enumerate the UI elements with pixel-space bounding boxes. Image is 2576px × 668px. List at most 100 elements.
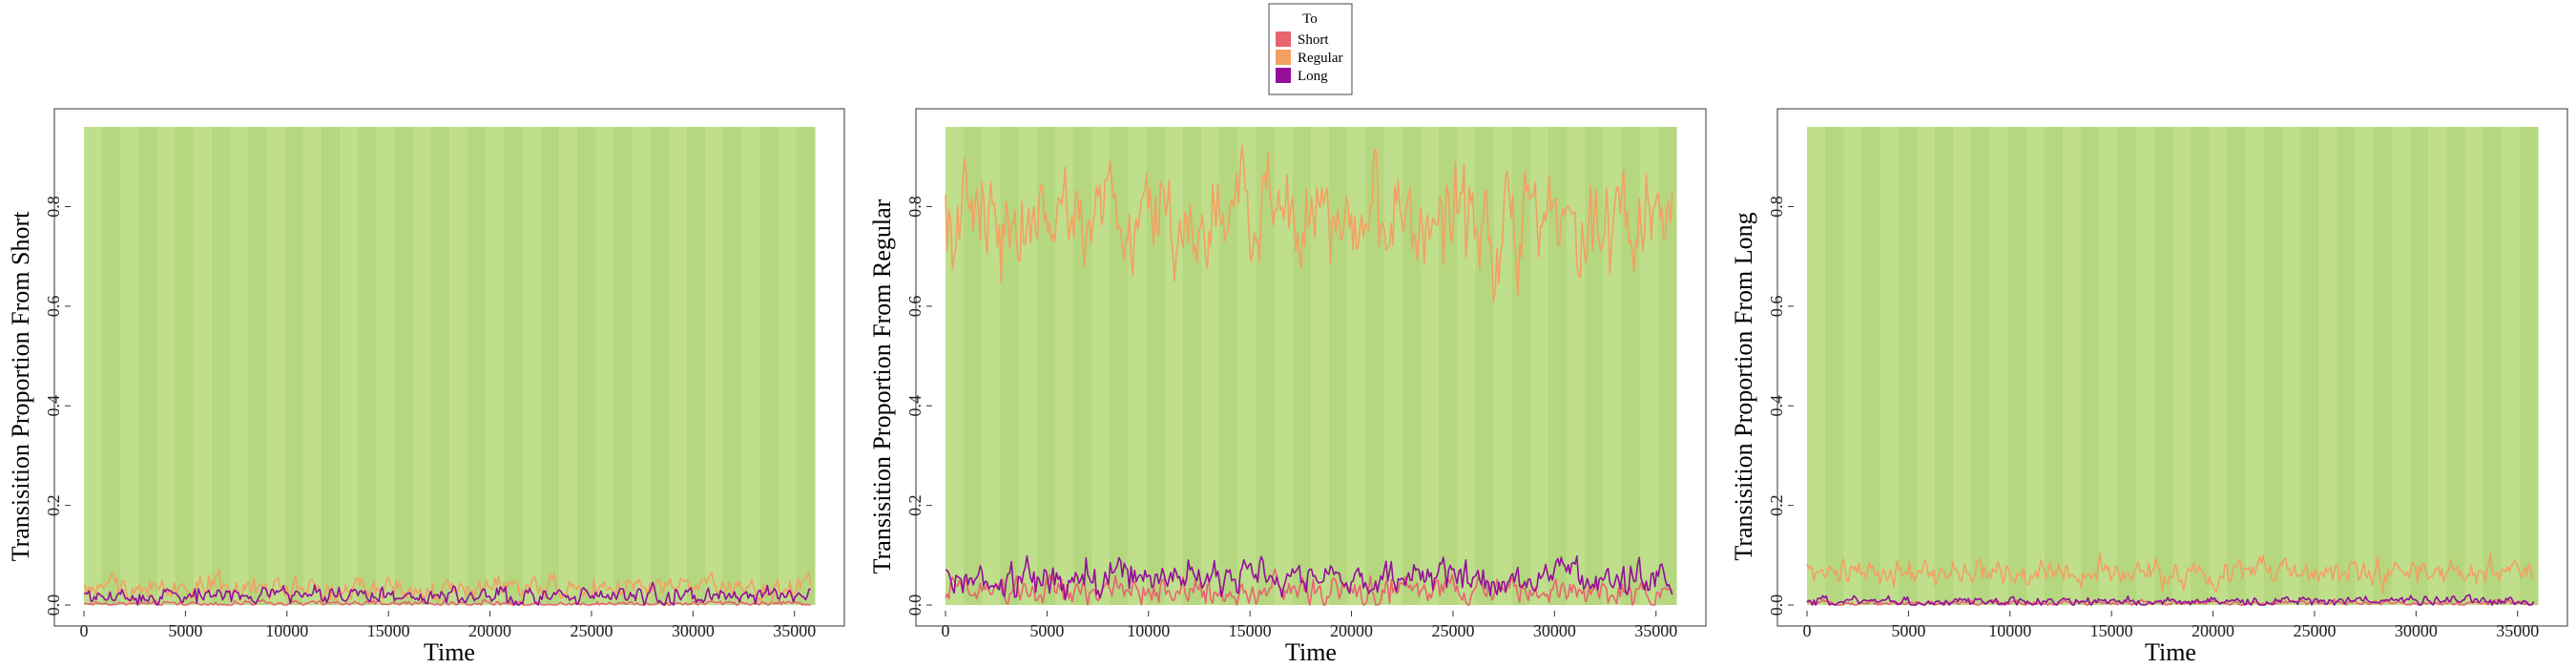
background-band bbox=[467, 127, 487, 605]
panel-frame bbox=[53, 108, 845, 627]
legend-label-regular: Regular bbox=[1298, 51, 1342, 66]
background-band bbox=[522, 127, 542, 605]
background-band bbox=[1292, 127, 1312, 605]
background-band bbox=[2355, 127, 2375, 605]
background-band bbox=[1091, 127, 1111, 605]
y-tick-label: 0.2 bbox=[1767, 494, 1786, 516]
series-line-regular bbox=[1806, 552, 2535, 594]
background-band bbox=[1603, 127, 1623, 605]
y-tick-label: 0.6 bbox=[44, 296, 63, 318]
legend-label-long: Long bbox=[1298, 69, 1328, 84]
background-band bbox=[1843, 127, 1862, 605]
background-band bbox=[1493, 127, 1513, 605]
x-tick-label: 10000 bbox=[1127, 621, 1170, 640]
x-axis-title: Time bbox=[424, 638, 475, 666]
y-tick-label: 0.8 bbox=[905, 196, 924, 218]
y-tick-label: 0.4 bbox=[1767, 395, 1786, 417]
y-tick-label: 0.0 bbox=[44, 595, 63, 616]
background-band bbox=[302, 127, 322, 605]
background-band bbox=[376, 127, 396, 605]
x-tick-label: 20000 bbox=[468, 621, 511, 640]
x-tick-label: 5000 bbox=[1891, 621, 1925, 640]
background-band bbox=[1073, 127, 1092, 605]
background-band bbox=[2099, 127, 2119, 605]
background-band bbox=[796, 127, 816, 605]
background-band bbox=[1365, 127, 1385, 605]
x-tick-label: 15000 bbox=[367, 621, 410, 640]
x-tick-label: 30000 bbox=[1533, 621, 1576, 640]
background-band bbox=[212, 127, 231, 605]
background-band bbox=[759, 127, 779, 605]
background-band bbox=[2227, 127, 2247, 605]
background-band bbox=[120, 127, 139, 605]
background-band bbox=[156, 127, 177, 605]
x-tick-label: 30000 bbox=[672, 621, 715, 640]
x-tick-label: 25000 bbox=[1431, 621, 1474, 640]
y-tick-label: 0.6 bbox=[905, 296, 924, 318]
x-tick-label: 0 bbox=[1803, 621, 1812, 640]
background-band bbox=[1548, 127, 1568, 605]
background-band bbox=[1128, 127, 1148, 605]
background-band bbox=[1000, 127, 1020, 605]
background-band bbox=[2063, 127, 2082, 605]
x-tick-label: 15000 bbox=[1229, 621, 1272, 640]
background-band bbox=[2135, 127, 2155, 605]
background-band bbox=[2117, 127, 2137, 605]
legend: To Short Regular Long bbox=[1268, 3, 1353, 95]
x-tick-label: 35000 bbox=[2496, 621, 2539, 640]
background-band bbox=[2409, 127, 2429, 605]
background-band bbox=[2446, 127, 2465, 605]
background-band bbox=[2025, 127, 2046, 605]
background-band bbox=[2191, 127, 2210, 605]
background-band bbox=[2153, 127, 2173, 605]
background-band bbox=[1402, 127, 1422, 605]
background-band bbox=[2501, 127, 2521, 605]
background-band bbox=[1256, 127, 1276, 605]
background-band bbox=[1274, 127, 1294, 605]
x-tick-label: 25000 bbox=[570, 621, 613, 640]
background-band bbox=[175, 127, 195, 605]
background-band bbox=[1529, 127, 1549, 605]
background-band bbox=[1420, 127, 1440, 605]
x-tick-label: 5000 bbox=[1029, 621, 1064, 640]
background-band bbox=[84, 127, 103, 605]
background-band bbox=[1861, 127, 1881, 605]
background-band bbox=[1164, 127, 1184, 605]
background-band bbox=[2519, 127, 2539, 605]
x-tick-label: 10000 bbox=[265, 621, 308, 640]
chart-panel-from-regular: 0 5000 10000 15000 20000 25000 30000 35000 0.0 0.… bbox=[868, 108, 1707, 666]
background-band bbox=[2209, 127, 2228, 605]
background-band bbox=[230, 127, 249, 605]
legend-title: To bbox=[1302, 11, 1318, 27]
series-line-short bbox=[83, 598, 811, 606]
y-axis-title: Transisition Proportion From Long bbox=[1730, 212, 1757, 560]
background-band bbox=[2428, 127, 2447, 605]
background-band bbox=[1807, 127, 1826, 605]
x-tick-label: 10000 bbox=[1988, 621, 2031, 640]
series-line-regular bbox=[945, 144, 1673, 303]
panel-frame bbox=[1776, 108, 2568, 627]
background-band bbox=[1457, 127, 1476, 605]
background-band bbox=[1639, 127, 1659, 605]
background-band bbox=[2373, 127, 2393, 605]
background-band bbox=[504, 127, 524, 605]
background-band bbox=[358, 127, 377, 605]
x-tick-label: 0 bbox=[80, 621, 89, 640]
series-line-long bbox=[83, 581, 811, 606]
background-band bbox=[1825, 127, 1844, 605]
y-tick-label: 0.8 bbox=[44, 196, 63, 218]
background-band bbox=[449, 127, 468, 605]
x-tick-label: 35000 bbox=[1634, 621, 1677, 640]
background-band bbox=[284, 127, 304, 605]
legend-swatch-short bbox=[1276, 31, 1291, 47]
x-tick-label: 30000 bbox=[2395, 621, 2438, 640]
series-line-short bbox=[945, 568, 1673, 606]
x-axis-title: Time bbox=[1285, 638, 1337, 666]
legend-swatch-regular bbox=[1276, 50, 1291, 65]
background-band bbox=[266, 127, 286, 605]
background-band bbox=[394, 127, 414, 605]
background-band bbox=[1347, 127, 1366, 605]
background-band bbox=[558, 127, 578, 605]
series-line-short bbox=[1806, 598, 2534, 606]
background-band bbox=[1511, 127, 1531, 605]
